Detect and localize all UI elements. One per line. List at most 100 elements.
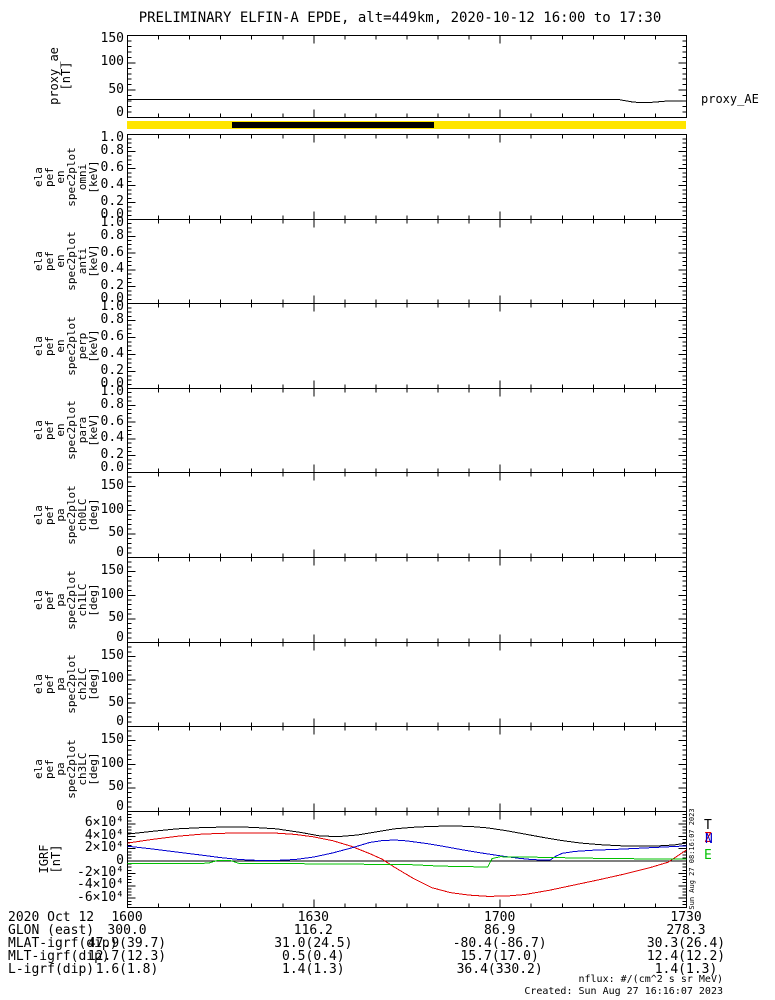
annotation-value: 0.5(0.4)	[282, 949, 345, 964]
ytick-label: 0.8	[100, 143, 124, 158]
panel-ela_pef_pa_spec2plot_ch0LC	[127, 472, 687, 558]
ytick-label: 150	[100, 31, 124, 46]
panel-ylabel-ela_pef_pa_spec2plot_ch3LC: ela pef pa spec2plot ch3LC [deg]	[32, 738, 100, 799]
annotation-row-label: 2020 Oct 12	[8, 910, 95, 925]
ytick-label: 100	[100, 671, 124, 687]
ytick-label: 2×10⁴	[84, 840, 124, 856]
plot-title: PRELIMINARY ELFIN-A EPDE, alt=449km, 202…	[138, 10, 662, 26]
panel-ylabel-ela_pef_pa_spec2plot_ch2LC: ela pef pa spec2plot ch2LC [deg]	[32, 654, 100, 714]
ytick-label: -6×10⁴	[77, 889, 124, 905]
ytick-label: 50	[108, 694, 124, 710]
panel-frame	[127, 557, 687, 643]
ytick-label: 0.2	[100, 447, 124, 463]
panel-ylabel-ela_pef_en_spec2plot_omni: ela pef en spec2plot omni [keV]	[32, 146, 100, 207]
panel-frame	[127, 472, 687, 558]
panel-igrf	[127, 811, 687, 908]
panel-ylabel-ela_pef_pa_spec2plot_ch0LC: ela pef pa spec2plot ch0LC [deg]	[32, 484, 100, 545]
ytick-label: 0.0	[100, 460, 124, 475]
ytick-label: 0.0	[100, 207, 124, 222]
legend-T: T	[704, 818, 712, 833]
panel-ela_pef_en_spec2plot_para	[127, 388, 687, 473]
ytick-label: 50	[108, 610, 124, 626]
ytick-label: 1.0	[100, 215, 124, 230]
legend-Z: Z	[704, 831, 712, 846]
annotation-value: 47.9(39.7)	[87, 936, 167, 951]
ytick-label: 100	[100, 586, 124, 602]
panel-frame	[127, 134, 687, 220]
availability-bar	[127, 121, 686, 129]
legend-N: N	[705, 832, 713, 847]
panel-proxy_ae	[127, 35, 687, 118]
annotation-row-label: GLON (east)	[8, 923, 95, 938]
ytick-label: 0.6	[100, 160, 124, 175]
ytick-label: 100	[100, 501, 124, 517]
panel-ela_pef_en_spec2plot_perp	[127, 303, 687, 389]
ytick-label: 0.0	[100, 376, 124, 391]
panel-frame	[127, 35, 687, 118]
ytick-label: 0	[116, 852, 124, 868]
ytick-label: 100	[100, 755, 124, 771]
ytick-label: 1.0	[100, 130, 124, 145]
ytick-label: 50	[108, 779, 124, 795]
annotation-value: 116.2	[293, 923, 333, 938]
ytick-label: 0.0	[100, 291, 124, 306]
annotation-row-label: MLAT-igrf(dip)	[8, 936, 118, 951]
annotation-value: 1730	[670, 910, 702, 925]
annotation-row-label: L-igrf(dip)	[8, 962, 95, 977]
panel-ylabel-igrf: IGRF [nT]	[37, 844, 63, 874]
ytick-label: 0.6	[100, 329, 124, 344]
panel-ylabel-proxy_ae: proxy_ae [nT]	[47, 47, 73, 105]
ytick-label: 0	[116, 799, 124, 814]
ytick-label: 0.2	[100, 194, 124, 209]
annotation-value: 12.7(12.3)	[87, 949, 167, 964]
panel-ela_pef_en_spec2plot_anti	[127, 219, 687, 304]
ytick-label: 0.4	[100, 346, 124, 361]
annotation-value: 300.0	[107, 923, 147, 938]
panel-ylabel-ela_pef_pa_spec2plot_ch1LC: ela pef pa spec2plot ch1LC [deg]	[32, 569, 100, 630]
ytick-label: 0.6	[100, 244, 124, 260]
panel-ela_pef_pa_spec2plot_ch2LC	[127, 642, 687, 727]
annotation-value: 1.6(1.8)	[95, 962, 159, 977]
series-proxy_AE	[127, 98, 687, 103]
ytick-label: 50	[108, 525, 124, 541]
ytick-label: 150	[100, 563, 124, 579]
panel-ela_pef_en_spec2plot_omni	[127, 134, 687, 220]
series-N	[127, 839, 687, 861]
ytick-label: 6×10⁴	[84, 815, 124, 831]
ytick-label: 0.8	[100, 312, 124, 327]
annotation-row-label: MLT-igrf(dip)	[8, 949, 110, 964]
ytick-label: 1.0	[100, 299, 124, 314]
ytick-label: 0.2	[100, 278, 124, 294]
ytick-label: 100	[100, 54, 124, 70]
ytick-label: 50	[108, 81, 124, 97]
annotation-value: 36.4(330.2)	[456, 962, 543, 977]
panel-ela_pef_pa_spec2plot_ch3LC	[127, 726, 687, 812]
flux-units-note: nflux: #/(cm^2 s sr MeV)	[578, 974, 724, 985]
panel-ylabel-ela_pef_en_spec2plot_perp: ela pef en spec2plot perp [keV]	[32, 315, 100, 376]
panel-ylabel-ela_pef_en_spec2plot_para: ela pef en spec2plot para [keV]	[32, 400, 100, 460]
series-T	[127, 825, 687, 847]
ytick-label: 150	[100, 648, 124, 663]
panel-frame	[127, 388, 687, 473]
series-Z	[127, 832, 687, 897]
availability-bar-segment	[232, 122, 435, 128]
ytick-label: 0	[116, 714, 124, 729]
legend-E: E	[704, 848, 712, 863]
panel-ylabel-ela_pef_en_spec2plot_anti: ela pef en spec2plot anti [keV]	[32, 231, 100, 291]
ytick-label: 0.6	[100, 413, 124, 429]
annotation-value: 31.0(24.5)	[274, 936, 353, 951]
ytick-label: 0	[116, 105, 124, 120]
ytick-label: 4×10⁴	[84, 827, 124, 843]
ytick-label: 0	[116, 630, 124, 645]
annotation-value: 86.9	[484, 923, 516, 938]
panel-ela_pef_pa_spec2plot_ch1LC	[127, 557, 687, 643]
proxy-ae-series-label: proxy_AE	[701, 92, 759, 106]
ytick-label: 0.8	[100, 227, 124, 243]
ytick-label: 0.4	[100, 177, 124, 192]
annotation-value: 278.3	[666, 923, 706, 938]
annotation-value: 12.4(12.2)	[646, 949, 726, 964]
ytick-label: 0.4	[100, 261, 124, 277]
ytick-label: 0.2	[100, 363, 124, 378]
annotation-value: 1.4(1.3)	[654, 962, 718, 977]
